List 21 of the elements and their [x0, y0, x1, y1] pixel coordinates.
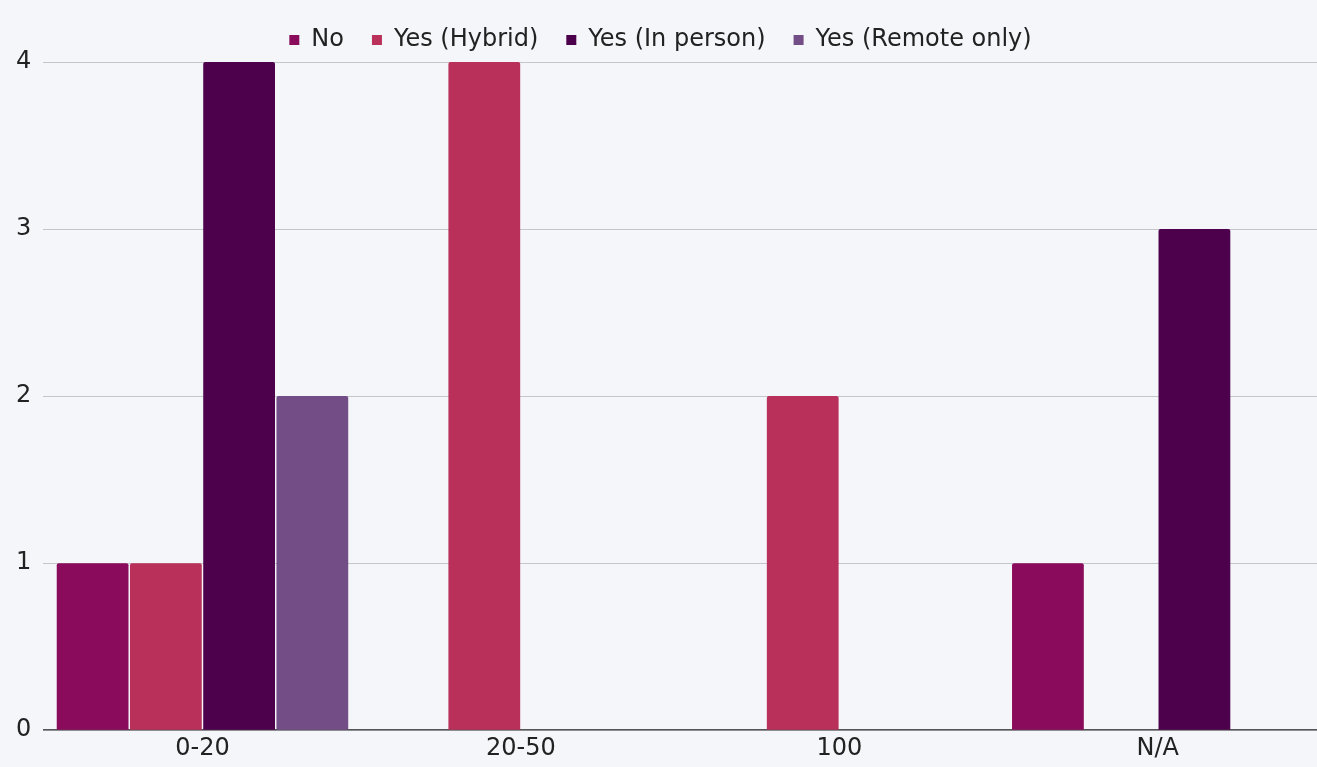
legend-label: Yes (Hybrid) — [392, 24, 539, 53]
bar — [276, 396, 349, 730]
legend-label: Yes (In person) — [587, 24, 766, 53]
y-tick-label: 2 — [15, 380, 32, 409]
bar — [1012, 563, 1084, 730]
x-tick-label: 0-20 — [175, 732, 230, 761]
bar — [448, 62, 521, 730]
bar — [766, 396, 839, 730]
bar — [56, 563, 129, 730]
x-tick-label: N/A — [1136, 732, 1180, 761]
x-tick-label: 100 — [816, 732, 863, 761]
y-tick-label: 3 — [15, 213, 32, 242]
legend-label: Yes (Remote only) — [814, 24, 1032, 53]
y-tick-label: 4 — [15, 46, 32, 75]
y-tick-label: 1 — [15, 547, 32, 576]
x-tick-label: 20-50 — [486, 732, 556, 761]
bar — [1158, 229, 1231, 730]
bar — [129, 563, 202, 730]
y-tick-label: 0 — [15, 714, 32, 743]
legend-label: No — [311, 24, 344, 53]
bar — [203, 62, 275, 730]
